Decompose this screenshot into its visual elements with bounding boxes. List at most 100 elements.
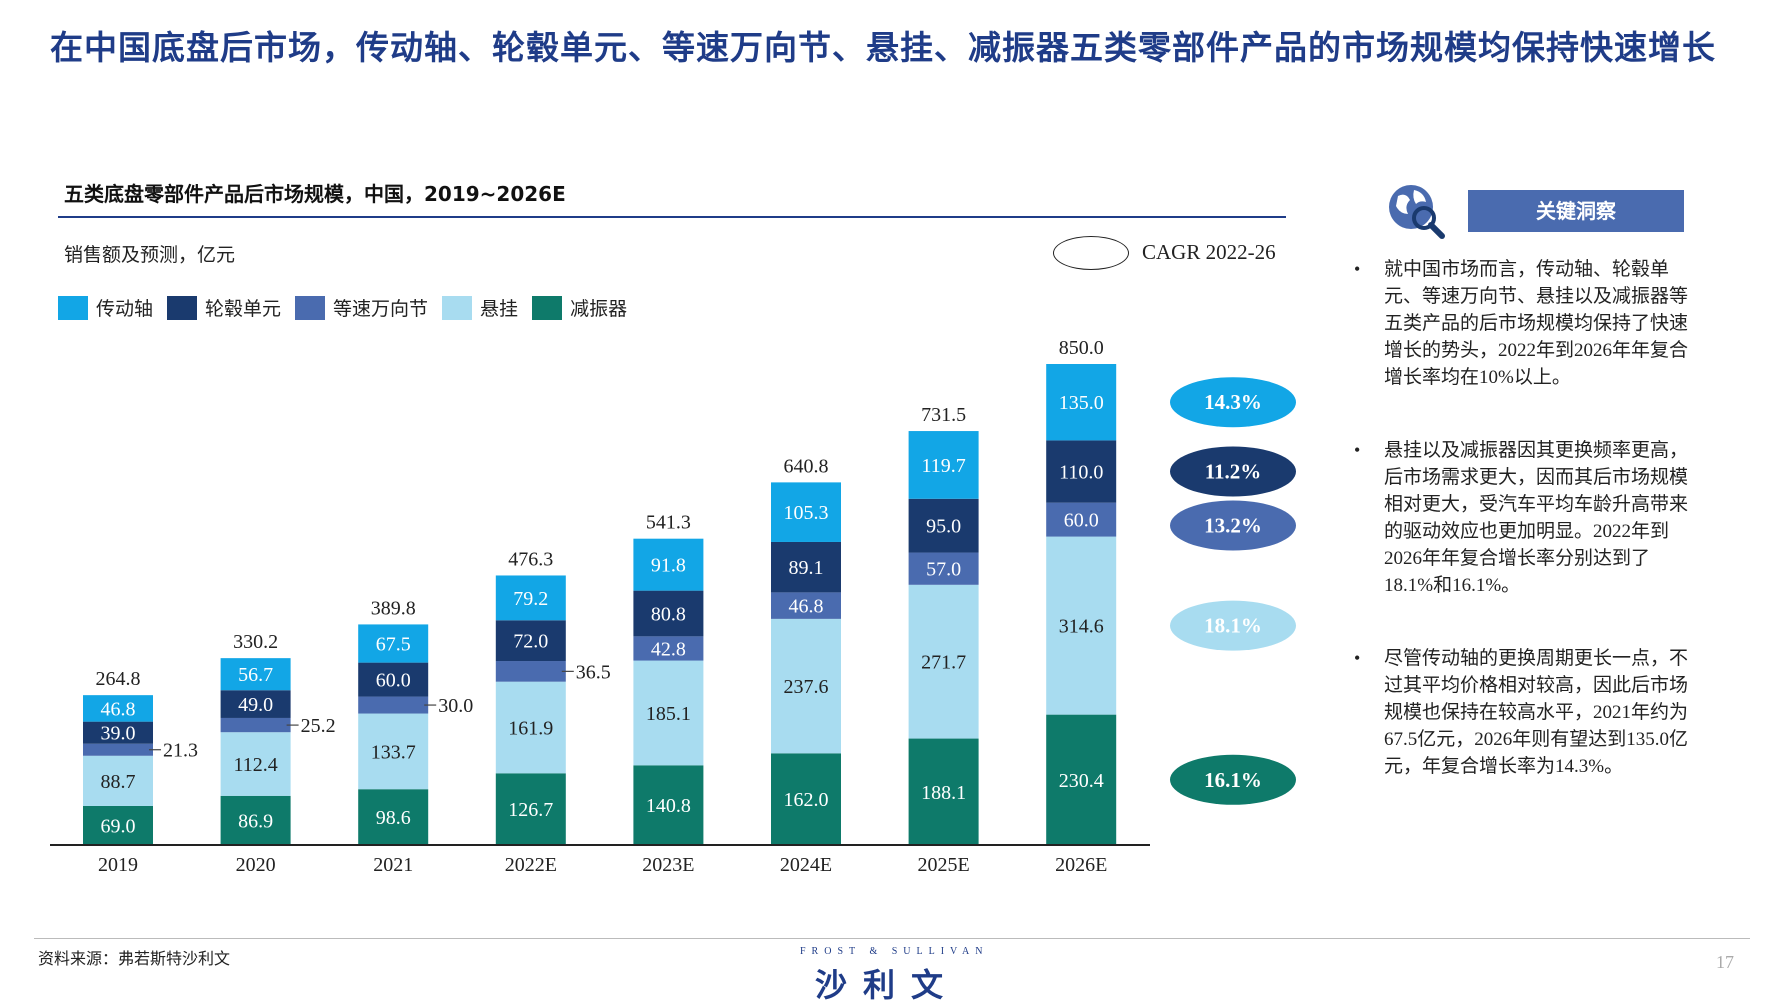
bar-segment [633,765,704,845]
total-label: 476.3 [508,548,553,570]
data-label: 95.0 [926,516,961,538]
legend-item: 悬挂 [442,294,518,321]
data-label: 21.3 [163,740,198,762]
bar-segment [83,695,153,722]
bar-segment [1046,536,1117,715]
legend-swatch [58,295,88,320]
legend-item: 传动轴 [58,294,153,321]
legend-label: 减振器 [570,298,628,320]
bar-segment [358,713,429,790]
bar-segment [495,773,566,845]
legend-swatch [167,295,198,320]
data-label: 105.3 [784,502,829,524]
data-label: 39.0 [101,723,136,745]
chart-title-rule [58,216,1286,218]
bar-segment [495,661,566,682]
data-label: 98.6 [376,807,411,829]
bar-segment [908,584,979,739]
total-label: 264.8 [96,668,141,690]
data-label: 119.7 [921,455,965,477]
bar-segment [220,717,291,733]
x-tick-label: 2022E [505,854,557,876]
insight-item: 就中国市场而言，传动轴、轮毂单元、等速万向节、悬挂以及减振器等五类产品的后市场规… [1352,256,1692,391]
cagr-oval [1170,754,1296,805]
cagr-legend-label: CAGR 2022-26 [1142,240,1276,264]
bar-segment [908,498,979,553]
data-label: 67.5 [376,634,411,656]
data-label: 110.0 [1059,462,1103,484]
cagr-legend-oval [1053,236,1129,270]
bar-segment [83,721,153,744]
data-label: 79.2 [513,588,548,610]
legend-label: 悬挂 [480,298,519,320]
data-label: 36.5 [576,661,611,683]
total-label: 330.2 [233,631,278,653]
bar-segment [633,636,704,661]
cagr-oval [1170,377,1296,428]
x-tick-label: 2021 [373,854,413,876]
bar-segment [633,590,704,637]
x-tick-label: 2025E [917,854,969,876]
data-label: 46.8 [789,596,824,618]
data-label: 46.8 [101,698,136,720]
data-label: 135.0 [1059,392,1104,414]
bar-segment [771,618,841,754]
chart-legend: 传动轴 轮毂单元 等速万向节 悬挂 减振器 [58,294,641,321]
data-label: 162.0 [784,789,829,811]
bar-segment [633,538,704,591]
bar-segment [908,552,979,585]
bar-segment [358,789,429,845]
bar-segment [1046,502,1117,537]
data-label: 126.7 [508,799,553,821]
bar-segment [358,662,429,697]
data-label: 133.7 [371,741,416,763]
data-label: 69.0 [101,815,136,837]
bar-segment [220,732,291,796]
cagr-label: 16.1% [1204,768,1262,792]
data-label: 185.1 [646,703,691,725]
cagr-oval [1170,600,1296,651]
insight-item: 尽管传动轴的更换周期更长一点，不过其平均价格相对较高，因此后市场规模也保持在较高… [1352,645,1692,780]
bar-segment [908,431,979,499]
chart-title: 五类底盘零部件产品后市场规模，中国，2019~2026E [64,182,566,206]
insights-list: 就中国市场而言，传动轴、轮毂单元、等速万向节、悬挂以及减振器等五类产品的后市场规… [1352,256,1692,826]
globe-search-icon [1389,185,1445,239]
bar-segment [771,482,841,542]
footer-divider [34,938,1750,939]
data-label: 140.8 [646,795,691,817]
total-label: 731.5 [921,404,966,426]
legend-label: 传动轴 [96,298,154,320]
legend-label: 等速万向节 [333,298,429,320]
bar-segment [495,620,566,662]
data-label: 230.4 [1059,770,1104,792]
legend-label: 轮毂单元 [205,298,282,320]
x-tick-label: 2023E [642,854,694,876]
data-label: 80.8 [651,603,686,625]
bar-segment [1046,440,1117,503]
bar-segment [771,753,841,845]
logo-english: FROST & SULLIVAN [800,946,989,957]
logo-chinese: 沙利文 [815,966,960,1004]
bar-segment [358,624,429,663]
page-number: 17 [1716,952,1734,972]
cagr-label: 18.1% [1204,614,1262,638]
insights-header: 关键洞察 [1468,190,1684,232]
bar-segment [1046,364,1117,441]
cagr-oval [1170,500,1296,551]
data-label: 91.8 [651,555,686,577]
cagr-label: 14.3% [1204,390,1262,414]
data-label: 237.6 [784,676,829,698]
insight-item: 悬挂以及减振器因其更换频率更高，后市场需求更大，因而其后市场规模相对更大，受汽车… [1352,437,1692,599]
data-label: 89.1 [789,557,824,579]
cagr-label: 11.2% [1205,460,1262,484]
bar-segment [83,755,153,806]
data-label: 30.0 [438,695,473,717]
data-label: 60.0 [1064,510,1099,532]
data-label: 88.7 [101,771,136,793]
legend-item: 等速万向节 [295,294,428,321]
bar-segment [633,660,704,766]
data-label: 56.7 [238,664,273,686]
bar-segment [83,805,153,845]
total-label: 389.8 [371,597,416,619]
